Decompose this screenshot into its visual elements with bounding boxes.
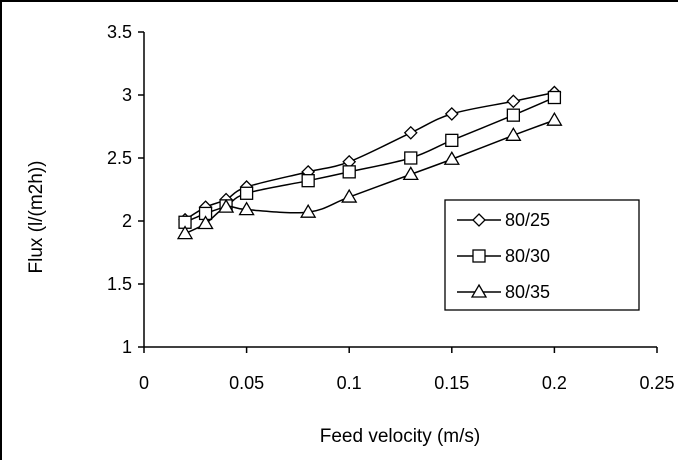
data-point [341, 188, 358, 203]
data-point [506, 94, 521, 109]
y-tick-label: 1.5 [107, 274, 132, 294]
data-point [445, 133, 459, 148]
y-tick-label: 3 [122, 85, 132, 105]
x-axis-label: Feed velocity (m/s) [320, 426, 480, 447]
data-point [176, 225, 194, 240]
legend-marker [472, 213, 486, 227]
data-point [239, 186, 254, 200]
legend-marker [472, 249, 486, 263]
legend-label: 80/25 [505, 210, 550, 230]
data-point [300, 203, 317, 218]
x-tick-label: 0.2 [542, 373, 567, 393]
y-tick-label: 2.5 [107, 148, 132, 168]
y-tick-label: 1 [122, 337, 132, 357]
x-tick-label: 0.1 [337, 373, 362, 393]
series-layer [176, 85, 563, 240]
y-axis-label: Flux (l/(m2h)) [26, 161, 47, 274]
data-point [197, 215, 214, 230]
data-point [506, 108, 521, 122]
series-triangle [176, 111, 563, 240]
data-point [403, 125, 418, 140]
series-line [184, 91, 555, 221]
data-point [443, 150, 460, 165]
data-point [547, 90, 562, 105]
data-point [404, 151, 418, 165]
legend-label: 80/30 [505, 246, 550, 266]
x-tick-label: 0.15 [434, 373, 469, 393]
axes: 1 1.5 2 2.5 3 3.5 0 0.05 0.1 0.15 0.2 0.25 [107, 22, 675, 393]
x-tick-label: 0.05 [229, 373, 264, 393]
y-tick-label: 2 [122, 211, 132, 231]
legend-marker [470, 283, 488, 298]
x-tick-label: 0.25 [639, 373, 674, 393]
data-point [444, 106, 459, 121]
data-point [342, 165, 356, 179]
legend-label: 80/35 [505, 282, 550, 302]
data-point [217, 198, 235, 213]
series-line [184, 96, 555, 223]
data-point [301, 174, 315, 188]
x-tick-label: 0 [139, 373, 149, 393]
data-point [505, 127, 522, 141]
data-point [402, 166, 419, 181]
data-point [546, 111, 563, 126]
series-line [184, 119, 555, 235]
y-tick-label: 3.5 [107, 22, 132, 42]
legend: 80/25 80/30 80/35 [444, 199, 640, 311]
data-point [238, 201, 255, 216]
